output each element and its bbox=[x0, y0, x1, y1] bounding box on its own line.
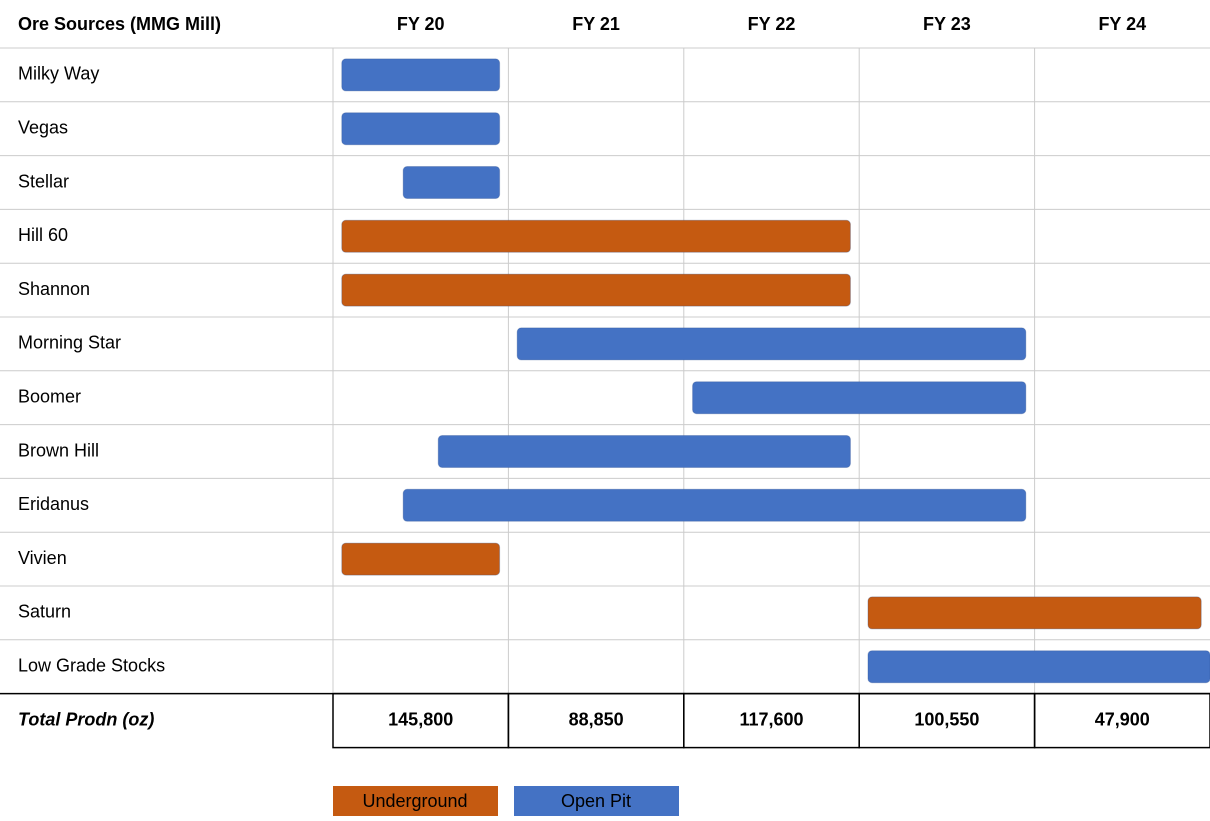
row-label: Vegas bbox=[18, 117, 68, 137]
bar bbox=[341, 58, 501, 92]
total-label: Total Prodn (oz) bbox=[18, 709, 154, 729]
row-label: Hill 60 bbox=[18, 225, 68, 245]
bar bbox=[867, 596, 1202, 630]
x-tick-label: FY 24 bbox=[1098, 14, 1146, 34]
row-header: Ore Sources (MMG Mill) bbox=[18, 14, 221, 34]
row-label: Eridanus bbox=[18, 494, 89, 514]
bar bbox=[341, 273, 851, 307]
x-tick-label: FY 23 bbox=[923, 14, 971, 34]
bar bbox=[437, 435, 851, 468]
total-value: 145,800 bbox=[388, 709, 453, 729]
x-tick-label: FY 20 bbox=[397, 14, 445, 34]
row-label: Low Grade Stocks bbox=[18, 655, 165, 675]
total-value: 47,900 bbox=[1095, 709, 1150, 729]
bar bbox=[402, 488, 1027, 522]
row-label: Milky Way bbox=[18, 64, 99, 84]
row-label: Shannon bbox=[18, 279, 90, 299]
total-value: 100,550 bbox=[914, 709, 979, 729]
row-label: Stellar bbox=[18, 171, 69, 191]
legend-label: Open Pit bbox=[561, 791, 631, 811]
bar bbox=[692, 381, 1027, 415]
bar bbox=[516, 327, 1027, 361]
legend-swatch bbox=[333, 786, 498, 816]
row-label: Boomer bbox=[18, 386, 81, 406]
total-value: 117,600 bbox=[739, 709, 803, 729]
x-tick-label: FY 21 bbox=[572, 14, 620, 34]
bar bbox=[341, 542, 501, 576]
row-label: Vivien bbox=[18, 548, 67, 568]
x-tick-label: FY 22 bbox=[748, 14, 796, 34]
legend-swatch bbox=[514, 786, 679, 816]
row-label: Brown Hill bbox=[18, 440, 99, 460]
total-value: 88,850 bbox=[569, 709, 624, 729]
bar bbox=[402, 166, 501, 199]
bar bbox=[867, 650, 1210, 684]
bar bbox=[341, 219, 851, 253]
row-label: Morning Star bbox=[18, 333, 121, 353]
legend-label: Underground bbox=[362, 791, 467, 811]
row-label: Saturn bbox=[18, 602, 71, 622]
bar bbox=[341, 112, 501, 146]
